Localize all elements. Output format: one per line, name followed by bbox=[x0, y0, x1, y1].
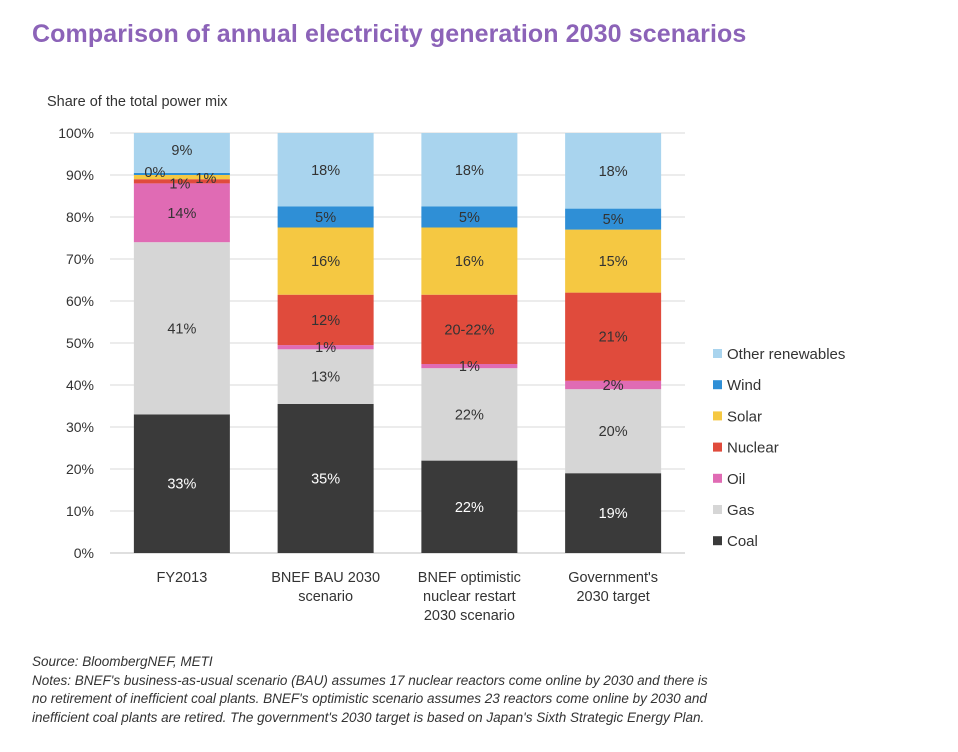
y-tick-label: 80% bbox=[66, 209, 94, 225]
bar-segment-wind bbox=[565, 208, 662, 230]
bar-segment-oil bbox=[421, 364, 518, 369]
bar-segment-nuclear bbox=[421, 294, 518, 364]
y-tick-label: 100% bbox=[58, 125, 94, 141]
bar-segment-nuclear bbox=[277, 294, 374, 346]
data-label: 13% bbox=[311, 370, 340, 386]
bar-segment-coal bbox=[421, 460, 518, 553]
data-label: 14% bbox=[167, 206, 196, 222]
x-category-label: BNEF BAU 2030 bbox=[271, 570, 380, 586]
x-category-label: 2030 target bbox=[576, 589, 649, 605]
bar-segment-gas bbox=[565, 389, 662, 474]
data-label: 20% bbox=[599, 424, 628, 440]
data-label: 16% bbox=[455, 254, 484, 270]
bar-segment-nuclear bbox=[133, 179, 230, 184]
notes-line-1: Notes: BNEF's business-as-usual scenario… bbox=[32, 672, 708, 688]
bar-segment-gas bbox=[277, 349, 374, 404]
bar-segment-solar bbox=[565, 229, 662, 293]
y-tick-label: 90% bbox=[66, 167, 94, 183]
bar-segment-other-renewables bbox=[421, 133, 518, 207]
bar-segment-coal bbox=[133, 414, 230, 553]
data-label: 21% bbox=[599, 330, 628, 346]
data-label: 12% bbox=[311, 313, 340, 329]
chart-title: Comparison of annual electricity generat… bbox=[32, 20, 747, 48]
legend-swatch bbox=[713, 442, 722, 452]
bar-segment-wind bbox=[421, 206, 518, 228]
legend-label: Wind bbox=[727, 377, 761, 394]
x-category-label: BNEF optimistic bbox=[418, 570, 521, 586]
data-label: 5% bbox=[315, 210, 336, 226]
data-label: 18% bbox=[599, 164, 628, 180]
bar-segment-gas bbox=[421, 368, 518, 461]
data-label: 1% bbox=[169, 176, 190, 192]
y-tick-label: 40% bbox=[66, 377, 94, 393]
y-tick-label: 30% bbox=[66, 419, 94, 435]
legend-swatch bbox=[713, 380, 722, 390]
y-tick-label: 20% bbox=[66, 461, 94, 477]
data-label: 41% bbox=[167, 321, 196, 337]
bar-segment-coal bbox=[277, 403, 374, 553]
notes-line-3: inefficient coal plants are retired. The… bbox=[32, 709, 705, 725]
legend-swatch bbox=[713, 349, 722, 358]
bar-segment-gas bbox=[133, 242, 230, 415]
data-label: 16% bbox=[311, 254, 340, 270]
x-category-label: 2030 scenario bbox=[424, 608, 515, 624]
bar-segment-other-renewables bbox=[133, 133, 230, 173]
chart-footer: Source: BloombergNEF, METI Notes: BNEF's… bbox=[32, 653, 932, 727]
data-label: 5% bbox=[603, 212, 624, 228]
x-category-label: nuclear restart bbox=[423, 589, 516, 605]
data-label: 2% bbox=[603, 378, 624, 394]
stacked-bar-chart: Share of the total power mix 0% 10% 20% 30% 4… bbox=[47, 94, 845, 624]
data-label: 20-22% bbox=[444, 322, 494, 338]
bar-segment-solar bbox=[133, 175, 230, 180]
y-tick-label: 70% bbox=[66, 251, 94, 267]
legend-label: Solar bbox=[727, 408, 762, 425]
legend-label: Other renewables bbox=[727, 346, 845, 363]
data-label: 18% bbox=[311, 163, 340, 179]
data-label: 9% bbox=[171, 143, 192, 159]
data-label: 0% bbox=[144, 165, 165, 181]
x-category-label: Government's bbox=[568, 570, 658, 586]
bar-segment-solar bbox=[277, 227, 374, 295]
legend-swatch bbox=[713, 536, 722, 546]
data-label: 33% bbox=[167, 477, 196, 493]
y-tick-label: 60% bbox=[66, 293, 94, 309]
bar-segment-oil bbox=[133, 183, 230, 243]
bar-segment-nuclear bbox=[565, 292, 662, 381]
legend-label: Oil bbox=[727, 471, 745, 488]
bar-segment-wind bbox=[277, 206, 374, 228]
data-label: 22% bbox=[455, 407, 484, 423]
x-category-label: scenario bbox=[298, 589, 353, 605]
bar-segment-coal bbox=[565, 473, 662, 553]
legend-swatch bbox=[713, 505, 722, 514]
x-category-label: FY2013 bbox=[156, 570, 207, 586]
notes-line-2: no retirement of inefficient coal plants… bbox=[32, 691, 707, 706]
bar-segment-oil bbox=[277, 345, 374, 350]
data-label: 35% bbox=[311, 471, 340, 487]
y-axis-label: Share of the total power mix bbox=[47, 94, 228, 110]
data-label: 5% bbox=[459, 210, 480, 226]
legend-label: Gas bbox=[727, 502, 755, 519]
data-label: 15% bbox=[599, 254, 628, 270]
data-label: 1% bbox=[459, 359, 480, 375]
legend-swatch bbox=[713, 473, 722, 483]
y-tick-label: 10% bbox=[66, 503, 94, 519]
legend-swatch bbox=[713, 411, 722, 421]
legend-label: Coal bbox=[727, 533, 758, 550]
bar-segment-wind bbox=[133, 172, 230, 175]
bar-segment-solar bbox=[421, 227, 518, 295]
bar-segment-other-renewables bbox=[565, 133, 662, 209]
y-tick-label: 50% bbox=[66, 335, 94, 351]
bar-segment-oil bbox=[565, 380, 662, 390]
y-tick-label: 0% bbox=[74, 545, 94, 561]
bar-segment-other-renewables bbox=[277, 133, 374, 207]
legend-label: Nuclear bbox=[727, 440, 779, 457]
data-label: 1% bbox=[195, 171, 216, 187]
data-label: 1% bbox=[315, 340, 336, 356]
data-label: 18% bbox=[455, 163, 484, 179]
data-label: 19% bbox=[599, 506, 628, 522]
data-label: 22% bbox=[455, 500, 484, 516]
source-note: Source: BloombergNEF, METI bbox=[32, 654, 213, 669]
